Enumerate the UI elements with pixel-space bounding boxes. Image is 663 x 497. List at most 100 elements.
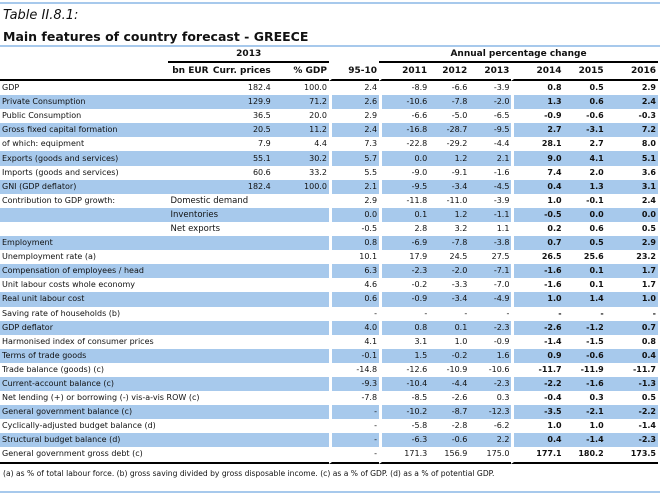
cell-2013: -7.1 [469, 264, 512, 279]
cell-2012: -2.6 [451, 393, 468, 403]
cell-2015: 1.4 [563, 292, 606, 307]
cell-2013: 1.1 [496, 223, 510, 233]
cell-curr-prices [211, 363, 273, 377]
cell-2011: -8.9 [379, 81, 429, 96]
cell-2012: -4.4 [429, 376, 470, 392]
cell-2012: -28.7 [429, 123, 470, 138]
cell-2015: 1.0 [589, 421, 604, 431]
cell-2014: 2.7 [511, 123, 564, 138]
cell-2011: 17.9 [379, 250, 429, 265]
cell-95-10: 2.9 [328, 193, 379, 208]
cell-pct-gdp [273, 307, 329, 321]
cell-2016: -0.3 [638, 111, 657, 121]
cell-2016: -2.3 [605, 433, 658, 448]
cell-2012: -7.8 [429, 95, 470, 110]
row-label: GNI (GDP deflator) [0, 179, 211, 194]
cell-2015: -1.4 [563, 433, 606, 448]
cell-2011: 1.5 [379, 348, 430, 363]
table-row: Harmonised index of consumer prices 4.1 3.… [0, 334, 658, 349]
cell-2016: 2.4 [641, 195, 656, 205]
cell-2016: -11.7 [632, 364, 656, 374]
cell-2014: 1.3 [511, 95, 564, 110]
cell-pct-gdp: 11.2 [272, 123, 329, 138]
table-row: Gross fixed capital formation 20.5 11.2 2.4… [0, 123, 658, 138]
cell-curr-prices [211, 307, 273, 321]
cell-2012: -10.9 [446, 364, 468, 374]
cell-pct-gdp [273, 363, 329, 377]
cell-2016: 2.9 [641, 83, 656, 93]
cell-curr-prices [211, 250, 273, 264]
cell-2013: -9.5 [469, 123, 512, 138]
cell-2012: -3.4 [429, 179, 470, 194]
cell-2014: -2.2 [511, 376, 564, 392]
cell-2016: 1.7 [641, 280, 656, 290]
cell-2015: -1.5 [586, 336, 604, 346]
col-2016: 2016 [605, 63, 658, 81]
cell-2014: 0.7 [511, 236, 564, 251]
cell-95-10: 2.6 [328, 95, 380, 110]
cell-2011: -6.6 [379, 109, 429, 124]
row-label: Unit labour costs whole economy [2, 280, 136, 290]
cell-2013: -2.0 [469, 95, 512, 110]
cell-2015: -0.6 [563, 348, 606, 363]
cell-2013: -10.6 [488, 364, 510, 374]
cell-pct-gdp [272, 264, 329, 279]
table-label: Table II.8.1: [3, 8, 79, 23]
cell-2011: -9.0 [379, 165, 429, 180]
cell-pct-gdp [272, 433, 329, 448]
cell-2016: 0.5 [641, 393, 656, 403]
cell-95-10: 2.4 [328, 123, 380, 138]
cell-95-10: 2.1 [328, 179, 380, 194]
row-label: Employment [0, 236, 211, 251]
cell-2014: -1.6 [511, 278, 563, 293]
cell-2012: 3.2 [454, 223, 468, 233]
cell-2014: 0.9 [511, 348, 564, 363]
cell-2011: -0.9 [379, 292, 430, 307]
row-label: Imports (goods and services) [2, 167, 119, 177]
row-label: Cyclically-adjusted budget balance (d) [2, 421, 156, 431]
col-pct-gdp: % GDP [272, 63, 329, 81]
cell-curr-prices [210, 320, 273, 335]
cell-2012: -11.0 [446, 195, 468, 205]
cell-pct-gdp: 100.0 [304, 83, 327, 93]
cell-2012: -3.4 [429, 292, 470, 307]
cell-pct-gdp [272, 405, 329, 420]
row-label: Saving rate of households (b) [2, 308, 121, 318]
col-2012: 2012 [429, 63, 470, 81]
cell-2013: 2.1 [469, 151, 512, 166]
col-2014: 2014 [511, 63, 564, 81]
cell-2015: -1.2 [563, 320, 606, 335]
cell-curr-prices [211, 419, 273, 433]
cell-2016: 173.5 [605, 447, 658, 464]
row-label: Private Consumption [0, 95, 211, 110]
row-label: Compensation of employees / head [0, 264, 211, 279]
cell-2012: 0.1 [429, 320, 470, 335]
table-row: Cyclically-adjusted budget balance (d) - -… [0, 419, 658, 434]
cell-2013: 175.0 [469, 447, 512, 464]
group-2013: 2013 [168, 47, 329, 63]
cell-2014: 26.5 [511, 250, 563, 265]
cell-2016: 23.2 [636, 252, 656, 262]
cell-2011: 171.3 [379, 447, 430, 464]
row-label: Gross fixed capital formation [0, 123, 211, 138]
cell-2016: - [652, 308, 656, 318]
col-95-10: 95-10 [328, 63, 380, 81]
cell-curr-prices [210, 405, 273, 420]
cell-2012: -2.8 [451, 421, 468, 431]
table-row: Unit labour costs whole economy 4.6 -0.2 -3… [0, 278, 658, 293]
cell-pct-gdp [272, 207, 329, 222]
cell-2015: 180.2 [563, 447, 606, 464]
cell-2011: -12.6 [379, 362, 429, 377]
cell-2013: -4.5 [469, 179, 512, 194]
cell-2015: 0.6 [589, 223, 604, 233]
cell-pct-gdp [273, 335, 329, 349]
table-row: Unemployment rate (a) 10.1 17.9 24.5 27.5 26.… [0, 250, 658, 265]
header-column-row: bn EUR Curr. prices % GDP 95-10 2011 201… [0, 63, 658, 81]
cell-2012: -7.8 [429, 236, 470, 251]
cell-2016: 1.0 [605, 292, 658, 307]
cell-2014: 0.4 [511, 433, 564, 448]
row-label: Public Consumption [2, 111, 82, 121]
row-label: GDP [2, 83, 20, 93]
cell-2016: 8.0 [641, 139, 656, 149]
cell-2014: 7.4 [511, 165, 563, 180]
